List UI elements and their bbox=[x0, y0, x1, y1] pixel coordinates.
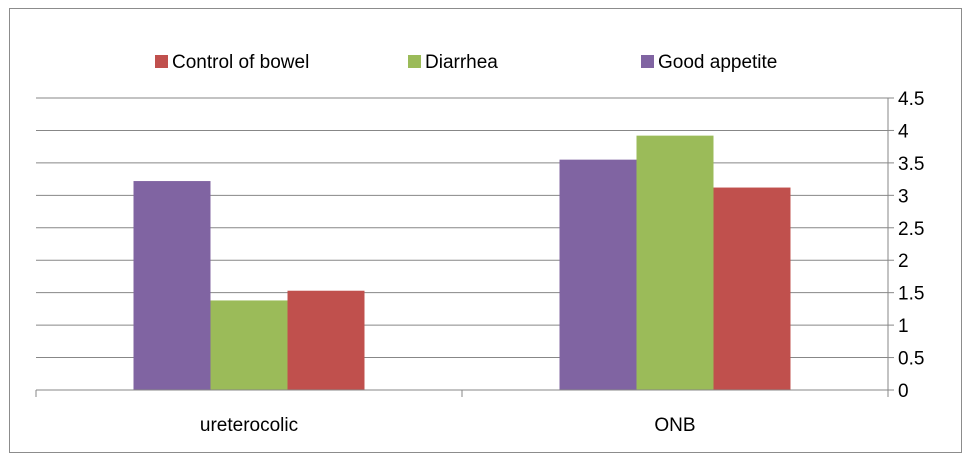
y-tick-label: 1 bbox=[898, 316, 909, 337]
y-tick-label: 1.5 bbox=[898, 284, 924, 305]
y-tick-labels: 0 0.5 1 1.5 2 2.5 3 3.5 4 4.5 bbox=[898, 89, 924, 402]
legend-label: Control of bowel bbox=[172, 52, 309, 73]
legend: Control of bowel Diarrhea Good appetite bbox=[155, 52, 777, 73]
bar-good-appetite-onb bbox=[559, 159, 637, 390]
bar-diarrhea-onb bbox=[636, 135, 714, 390]
legend-swatch bbox=[155, 55, 168, 68]
y-tick-label: 4 bbox=[898, 121, 909, 142]
x-tick-labels: ureterocolic ONB bbox=[200, 415, 696, 436]
bar-good-appetite-ureterocolic bbox=[133, 181, 211, 390]
bars bbox=[133, 135, 791, 390]
legend-label: Diarrhea bbox=[425, 52, 498, 73]
y-tick-label: 0 bbox=[898, 381, 909, 402]
y-tick-label: 2 bbox=[898, 251, 909, 272]
x-tick-label: ureterocolic bbox=[200, 415, 298, 436]
bar-control-of-bowel-onb bbox=[713, 187, 791, 390]
x-tick-label: ONB bbox=[654, 415, 695, 436]
legend-label: Good appetite bbox=[658, 52, 777, 73]
legend-swatch bbox=[408, 55, 421, 68]
y-tick-label: 0.5 bbox=[898, 349, 924, 370]
axes bbox=[35, 97, 894, 397]
legend-swatch bbox=[641, 55, 654, 68]
y-tick-label: 2.5 bbox=[898, 219, 924, 240]
y-tick-label: 4.5 bbox=[898, 89, 924, 110]
bar-control-of-bowel-ureterocolic bbox=[287, 290, 365, 390]
y-tick-label: 3.5 bbox=[898, 154, 924, 175]
y-tick-label: 3 bbox=[898, 186, 909, 207]
bar-diarrhea-ureterocolic bbox=[210, 300, 288, 390]
